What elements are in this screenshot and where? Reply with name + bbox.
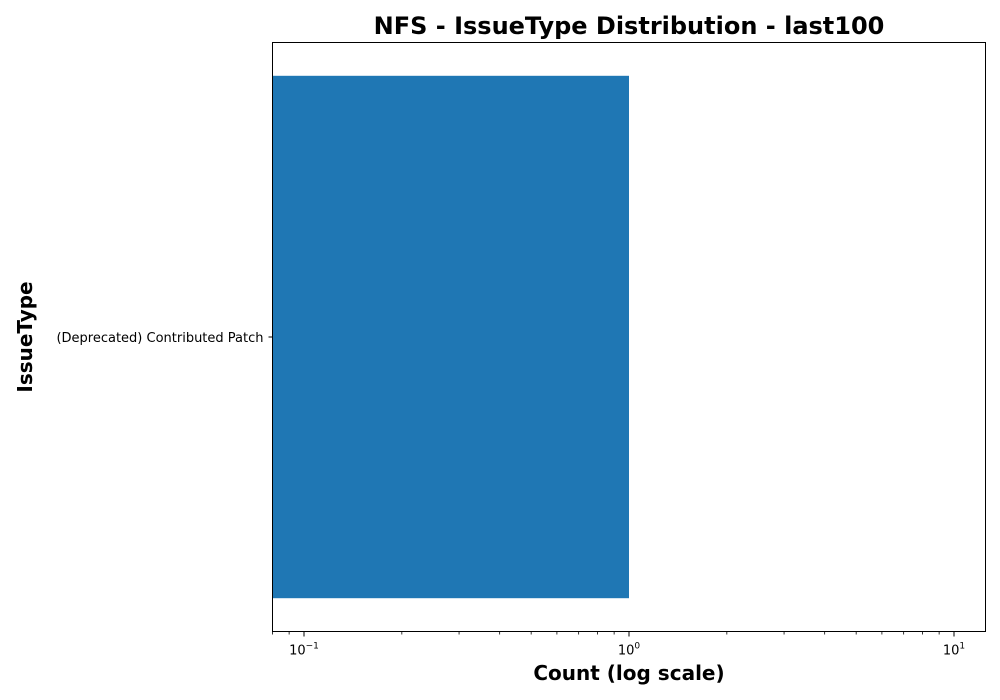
bar [272,75,629,599]
y-tick-label: (Deprecated) Contributed Patch [56,331,263,346]
x-tick-label: 101 [943,642,965,659]
y-axis-label: IssueType [13,281,37,392]
plot-frame [272,42,986,632]
x-tick-label: 10−1 [289,642,319,659]
x-tick-label: 100 [618,642,641,659]
chart-title: NFS - IssueType Distribution - last100 [374,12,885,40]
x-axis-label: Count (log scale) [533,661,724,685]
plot-area: (Deprecated) Contributed Patch 10−1 100 101 [56,75,965,659]
